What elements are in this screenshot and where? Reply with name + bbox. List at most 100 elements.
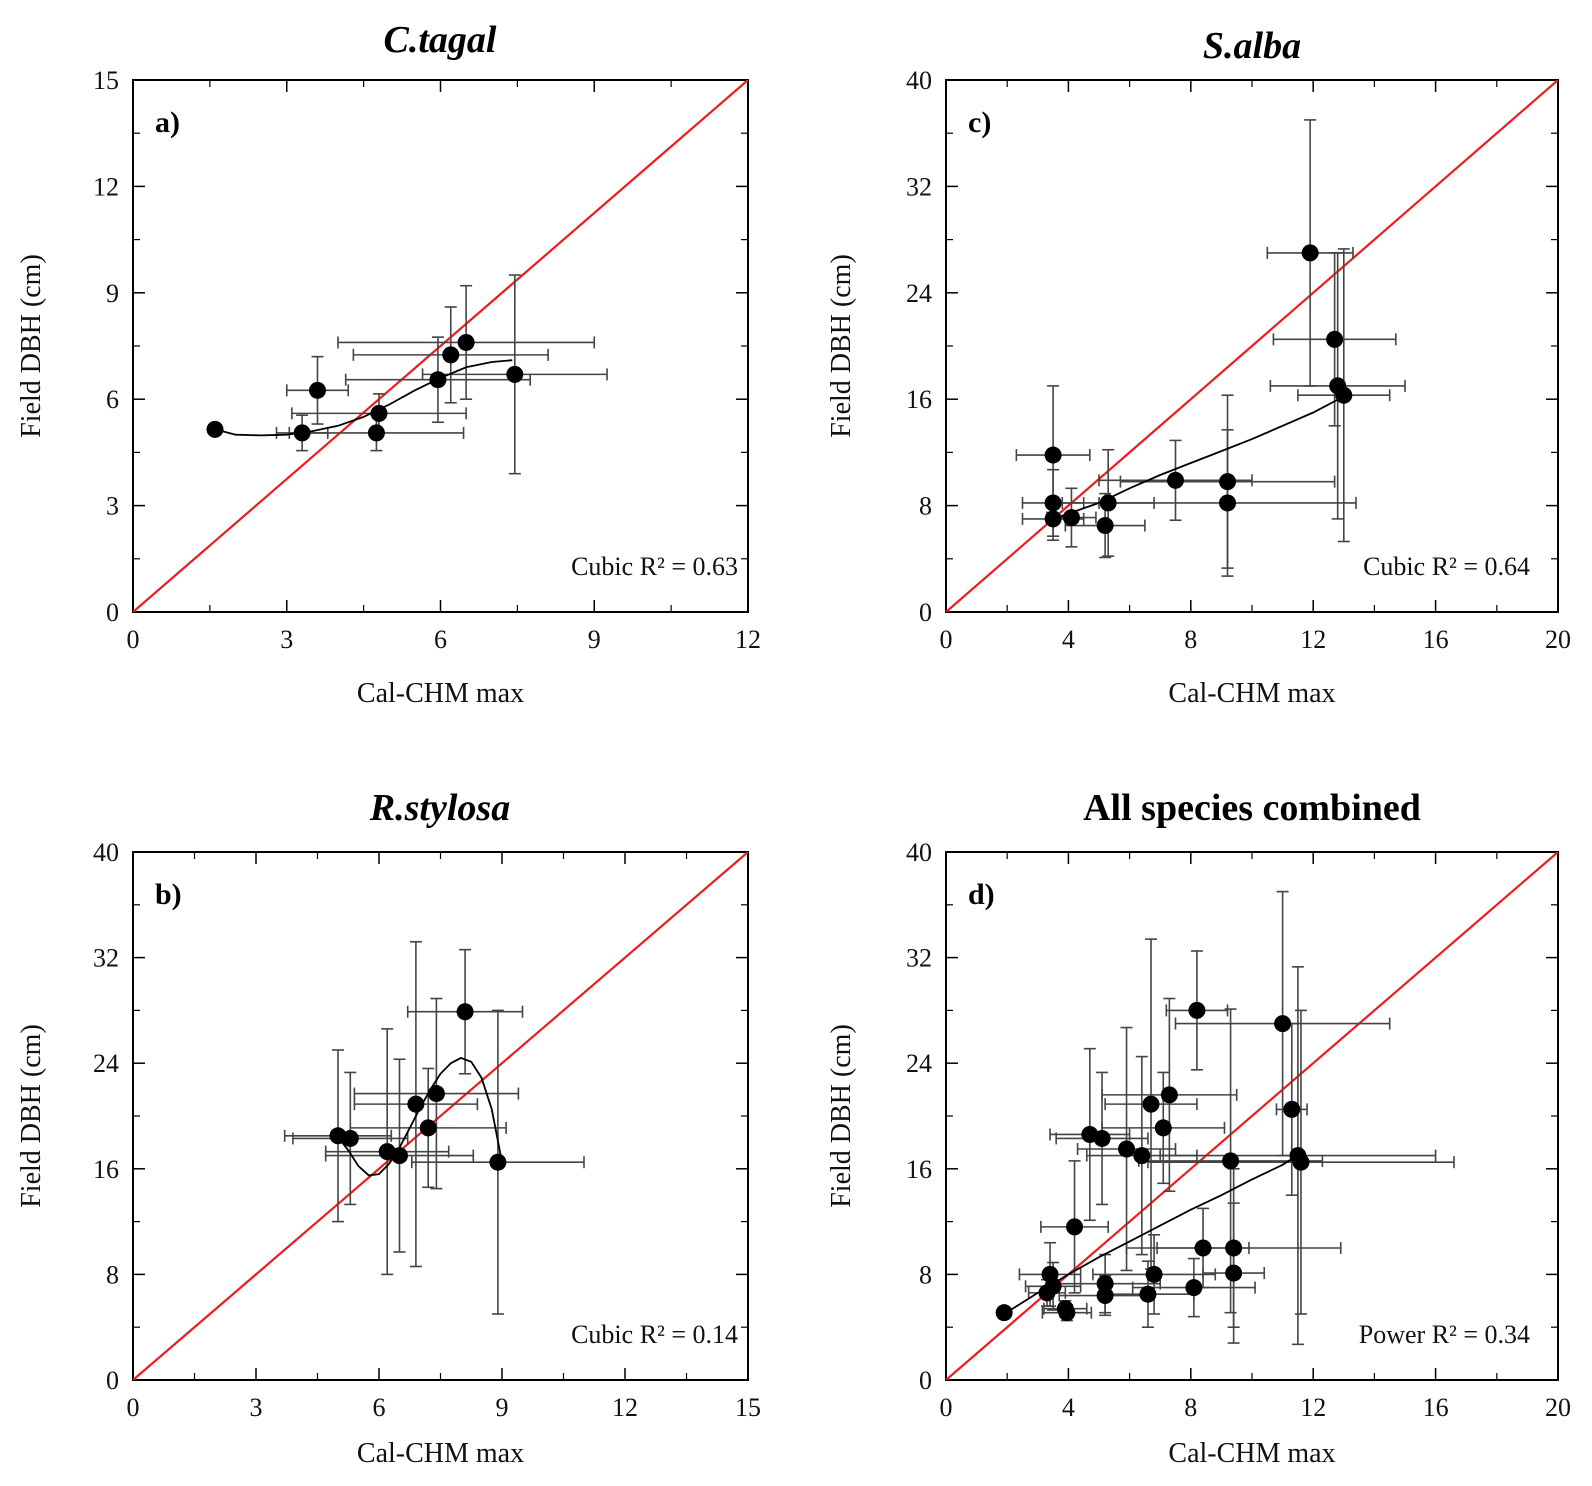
x-tick-label: 9 (496, 1393, 509, 1422)
y-tick-label: 32 (906, 944, 932, 973)
data-point (1118, 1140, 1136, 1158)
y-tick-label: 15 (93, 66, 119, 95)
chart-panel-a: C.tagal 0 3 6 9 12 0 3 6 9 12 15 Cal-CHM max Field DB… (16, 19, 761, 709)
x-tick-label: 4 (1062, 625, 1075, 654)
y-tick-label: 40 (93, 838, 119, 867)
identity-line (133, 852, 748, 1380)
x-tick-label: 16 (1423, 1393, 1449, 1422)
data-point (1225, 1239, 1243, 1257)
x-tick-label: 12 (1300, 625, 1326, 654)
x-tick-label: 9 (588, 625, 601, 654)
x-tick-label: 3 (250, 1393, 263, 1422)
y-tick-label: 24 (906, 279, 932, 308)
data-point (489, 1153, 507, 1171)
x-tick-label: 12 (612, 1393, 638, 1422)
data-point (293, 424, 311, 442)
identity-line (946, 80, 1558, 612)
data-point (506, 365, 524, 383)
x-tick-label: 20 (1545, 1393, 1571, 1422)
data-point (1139, 1285, 1157, 1303)
y-tick-label: 8 (106, 1260, 119, 1289)
data-point (419, 1119, 437, 1137)
data-point (995, 1304, 1013, 1322)
y-tick-label: 16 (906, 385, 932, 414)
data-point (367, 424, 385, 442)
panel-label: d) (968, 878, 995, 911)
y-axis-label: Field DBH (cm) (16, 254, 47, 438)
y-tick-label: 0 (106, 598, 119, 627)
x-tick-label: 16 (1423, 625, 1449, 654)
chart-panel-b: R.stylosa 0 3 6 9 12 15 0 8 16 24 32 40 Cal-CHM max Fi… (16, 787, 761, 1469)
data-point (1044, 510, 1062, 528)
y-tick-label: 32 (93, 944, 119, 973)
data-point (309, 381, 326, 399)
data-point (1096, 1275, 1114, 1293)
x-tick-label: 0 (940, 625, 953, 654)
x-tick-label: 12 (735, 625, 761, 654)
data-point (1044, 494, 1062, 512)
data-point (341, 1129, 359, 1147)
data-point (1301, 244, 1319, 262)
x-tick-label: 0 (127, 1393, 140, 1422)
y-axis-label: Field DBH (cm) (826, 254, 857, 438)
chart-panel-d: All species combined 0 4 8 12 16 20 0 8 16 24 32 40 C… (826, 787, 1571, 1469)
chart-title: C.tagal (384, 19, 497, 61)
x-tick-label: 8 (1184, 625, 1197, 654)
data-point (1096, 517, 1114, 535)
data-point (1062, 509, 1080, 527)
data-point (1222, 1152, 1240, 1170)
data-point (1099, 494, 1117, 512)
y-tick-label: 40 (906, 66, 932, 95)
data-point (1335, 386, 1353, 404)
panel-label: c) (968, 106, 991, 139)
x-tick-label: 3 (280, 625, 293, 654)
data-point (1274, 1015, 1292, 1033)
y-axis-label: Field DBH (cm) (16, 1024, 47, 1208)
plot-area (946, 80, 1558, 612)
data-point (1219, 494, 1237, 512)
plot-area (133, 80, 748, 612)
data-point (1283, 1100, 1301, 1118)
data-point (1326, 330, 1344, 348)
data-point (442, 346, 460, 364)
x-tick-label: 20 (1545, 625, 1571, 654)
fit-annotation: Cubic R² = 0.63 (571, 552, 738, 581)
data-point (407, 1095, 425, 1113)
data-point (1142, 1095, 1160, 1113)
fit-curve (1052, 395, 1345, 520)
x-tick-label: 15 (735, 1393, 761, 1422)
plot-area (946, 852, 1558, 1380)
y-tick-label: 8 (919, 492, 932, 521)
panel-label: a) (155, 106, 180, 139)
identity-line (946, 852, 1558, 1380)
x-tick-label: 6 (373, 1393, 386, 1422)
y-tick-label: 12 (93, 172, 119, 201)
data-point (391, 1147, 408, 1165)
fit-annotation: Power R² = 0.34 (1359, 1320, 1530, 1349)
data-point (1044, 1277, 1062, 1295)
x-axis-label: Cal-CHM max (357, 1438, 524, 1469)
data-point (1194, 1239, 1212, 1257)
x-axis-label: Cal-CHM max (1168, 1438, 1335, 1469)
plot-area (133, 852, 748, 1380)
y-tick-label: 24 (93, 1049, 119, 1078)
chart-title: S.alba (1203, 25, 1301, 67)
data-point (1066, 1218, 1084, 1236)
data-point (456, 1003, 474, 1021)
data-point (427, 1085, 445, 1103)
y-tick-label: 9 (106, 279, 119, 308)
y-tick-label: 8 (919, 1260, 932, 1289)
data-point (1160, 1086, 1178, 1104)
data-point (1292, 1153, 1310, 1171)
x-axis-label: Cal-CHM max (357, 678, 524, 709)
x-tick-label: 8 (1184, 1393, 1197, 1422)
y-tick-label: 40 (906, 838, 932, 867)
panel-label: b) (155, 878, 182, 911)
fit-annotation: Cubic R² = 0.14 (571, 1320, 738, 1349)
data-point (1167, 471, 1184, 489)
chart-panel-c: S.alba 0 4 8 12 16 20 0 8 16 24 32 40 Cal-CHM max Fiel… (826, 25, 1571, 709)
y-tick-label: 3 (106, 492, 119, 521)
data-point (1093, 1129, 1111, 1147)
y-tick-label: 6 (106, 385, 119, 414)
y-axis-label: Field DBH (cm) (826, 1024, 857, 1208)
